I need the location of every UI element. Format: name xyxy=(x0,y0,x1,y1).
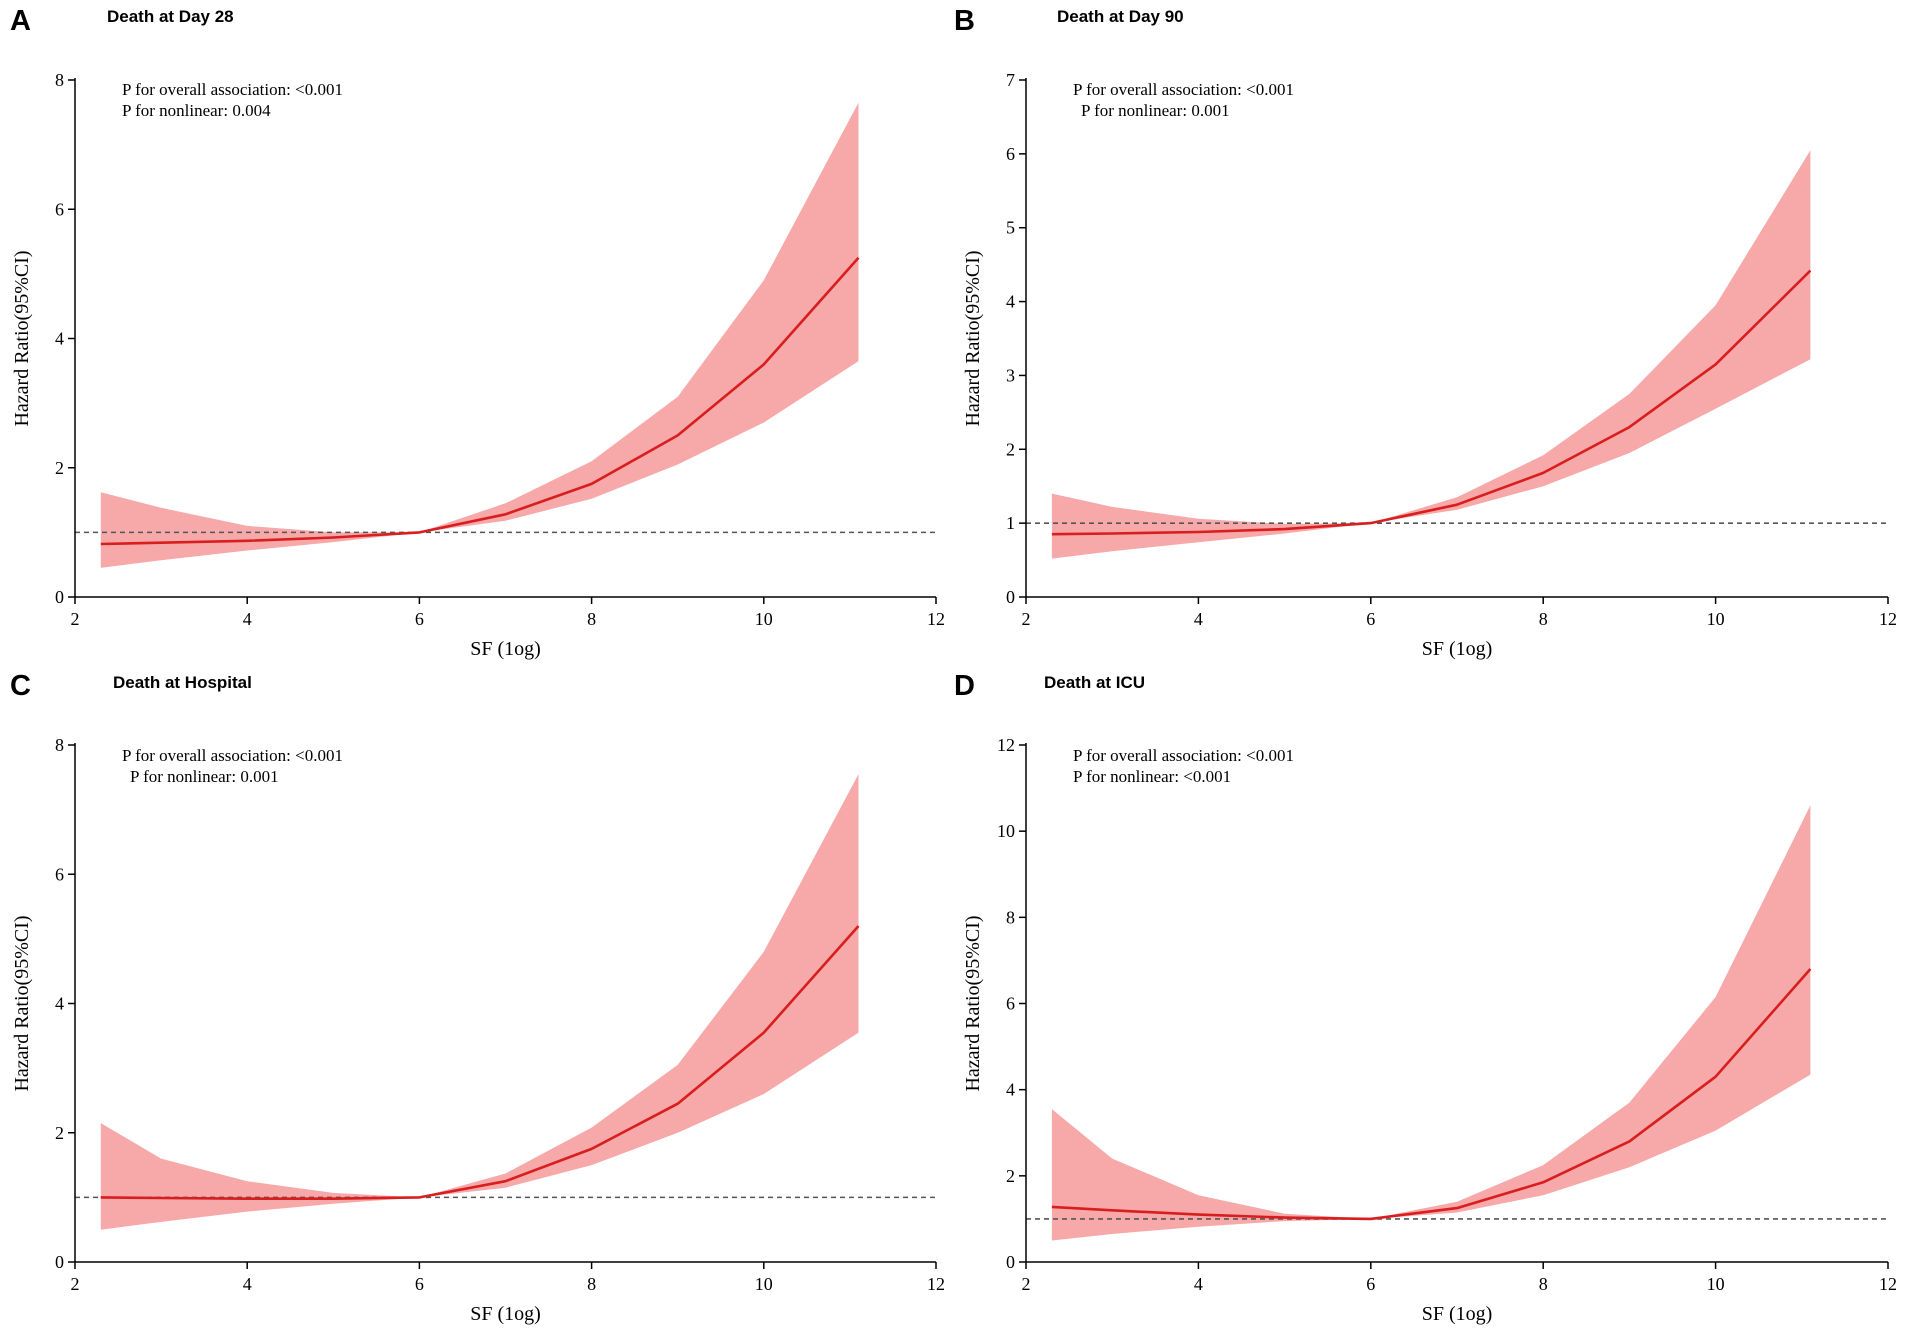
x-tick-label: 12 xyxy=(1879,609,1897,629)
y-tick-label: 6 xyxy=(1006,144,1015,164)
confidence-band xyxy=(100,102,859,568)
y-tick-label: 0 xyxy=(1006,1252,1015,1272)
x-tick-label: 12 xyxy=(927,609,945,629)
x-tick-label: 10 xyxy=(755,609,773,629)
panel-letter: A xyxy=(10,5,31,37)
y-axis-label: Hazard Ratio(95%CI) xyxy=(962,915,984,1091)
p-nonlinear-annotation: P for nonlinear: <0.001 xyxy=(1073,767,1231,786)
y-tick-label: 0 xyxy=(55,1252,64,1272)
x-tick-label: 4 xyxy=(1194,609,1203,629)
x-tick-label: 6 xyxy=(1366,609,1375,629)
p-overall-annotation: P for overall association: <0.001 xyxy=(122,746,343,765)
y-tick-label: 6 xyxy=(1006,994,1015,1014)
x-tick-label: 12 xyxy=(1879,1274,1897,1294)
y-tick-label: 0 xyxy=(1006,587,1015,607)
x-tick-label: 6 xyxy=(415,1274,424,1294)
hazard-ratio-line xyxy=(1051,269,1812,536)
p-overall-annotation: P for overall association: <0.001 xyxy=(122,80,343,99)
x-tick-label: 8 xyxy=(1539,609,1548,629)
x-tick-label: 2 xyxy=(71,1274,80,1294)
x-tick-label: 4 xyxy=(243,609,252,629)
x-tick-label: 12 xyxy=(927,1274,945,1294)
x-tick-label: 8 xyxy=(1539,1274,1548,1294)
y-tick-label: 10 xyxy=(997,821,1015,841)
hazard-ratio-line xyxy=(100,256,860,546)
x-tick-label: 4 xyxy=(243,1274,252,1294)
x-tick-label: 10 xyxy=(755,1274,773,1294)
chart-title: Death at Day 90 xyxy=(1057,7,1184,26)
confidence-band xyxy=(1051,805,1811,1241)
confidence-band xyxy=(100,774,859,1230)
y-tick-label: 4 xyxy=(55,994,64,1014)
y-tick-label: 5 xyxy=(1006,218,1015,238)
x-tick-label: 10 xyxy=(1707,1274,1725,1294)
x-tick-label: 4 xyxy=(1194,1274,1203,1294)
y-tick-label: 7 xyxy=(1006,70,1015,90)
y-tick-label: 0 xyxy=(55,587,64,607)
panel-letter: D xyxy=(954,670,975,702)
y-tick-label: 4 xyxy=(1006,292,1015,312)
confidence-band xyxy=(1051,150,1811,559)
y-axis-label: Hazard Ratio(95%CI) xyxy=(11,915,33,1091)
y-tick-label: 8 xyxy=(1006,907,1015,927)
y-tick-label: 2 xyxy=(1006,1166,1015,1186)
x-tick-label: 6 xyxy=(415,609,424,629)
p-nonlinear-annotation: P for nonlinear: 0.001 xyxy=(1081,101,1230,120)
x-tick-label: 8 xyxy=(587,1274,596,1294)
x-tick-label: 10 xyxy=(1707,609,1725,629)
x-tick-label: 2 xyxy=(1022,609,1031,629)
chart-title: Death at ICU xyxy=(1044,673,1145,692)
y-axis-label: Hazard Ratio(95%CI) xyxy=(11,250,33,426)
y-tick-label: 6 xyxy=(55,864,64,884)
x-axis-label: SF (1og) xyxy=(1422,1303,1493,1325)
y-tick-label: 3 xyxy=(1006,365,1015,385)
y-tick-label: 4 xyxy=(55,329,64,349)
hazard-ratio-line xyxy=(100,925,860,1200)
x-axis-label: SF (1og) xyxy=(470,638,541,660)
p-nonlinear-annotation: P for nonlinear: 0.001 xyxy=(130,767,279,786)
x-axis-label: SF (1og) xyxy=(470,1303,541,1325)
hazard-ratio-line xyxy=(1051,968,1812,1221)
y-tick-label: 12 xyxy=(997,735,1015,755)
y-tick-label: 4 xyxy=(1006,1080,1015,1100)
x-axis-label: SF (1og) xyxy=(1422,638,1493,660)
y-tick-label: 8 xyxy=(55,70,64,90)
x-tick-label: 8 xyxy=(587,609,596,629)
chart-title: Death at Hospital xyxy=(113,673,252,692)
p-overall-annotation: P for overall association: <0.001 xyxy=(1073,746,1294,765)
p-nonlinear-annotation: P for nonlinear: 0.004 xyxy=(122,101,271,120)
y-axis-label: Hazard Ratio(95%CI) xyxy=(962,250,984,426)
panel-letter: C xyxy=(10,670,31,702)
chart-title: Death at Day 28 xyxy=(107,7,234,26)
y-tick-label: 2 xyxy=(1006,439,1015,459)
y-tick-label: 6 xyxy=(55,199,64,219)
y-tick-label: 1 xyxy=(1006,513,1015,533)
p-overall-annotation: P for overall association: <0.001 xyxy=(1073,80,1294,99)
y-tick-label: 8 xyxy=(55,735,64,755)
x-tick-label: 6 xyxy=(1366,1274,1375,1294)
y-tick-label: 2 xyxy=(55,458,64,478)
panel-letter: B xyxy=(954,5,975,37)
x-tick-label: 2 xyxy=(1022,1274,1031,1294)
x-tick-label: 2 xyxy=(71,609,80,629)
y-tick-label: 2 xyxy=(55,1123,64,1143)
